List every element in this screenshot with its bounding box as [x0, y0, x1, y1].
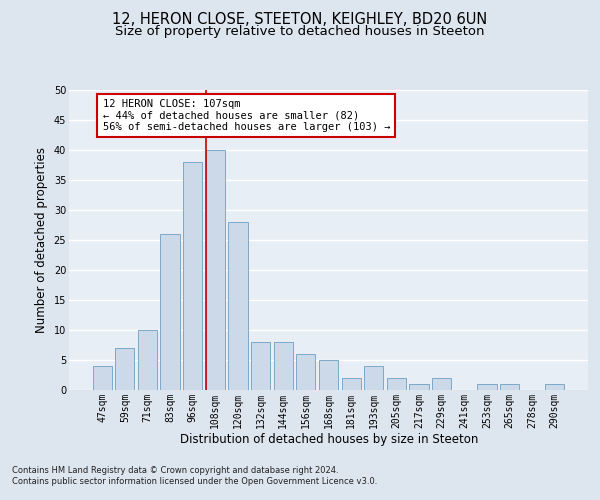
Bar: [319, 360, 338, 390]
Bar: [138, 330, 157, 390]
Bar: [477, 384, 497, 390]
Y-axis label: Number of detached properties: Number of detached properties: [35, 147, 48, 333]
Bar: [92, 366, 112, 390]
Text: 12, HERON CLOSE, STEETON, KEIGHLEY, BD20 6UN: 12, HERON CLOSE, STEETON, KEIGHLEY, BD20…: [112, 12, 488, 28]
Bar: [500, 384, 519, 390]
Bar: [296, 354, 316, 390]
Bar: [387, 378, 406, 390]
Bar: [364, 366, 383, 390]
Bar: [229, 222, 248, 390]
Bar: [115, 348, 134, 390]
Bar: [183, 162, 202, 390]
Bar: [206, 150, 225, 390]
Text: Contains public sector information licensed under the Open Government Licence v3: Contains public sector information licen…: [12, 478, 377, 486]
Text: Contains HM Land Registry data © Crown copyright and database right 2024.: Contains HM Land Registry data © Crown c…: [12, 466, 338, 475]
Bar: [341, 378, 361, 390]
Text: 12 HERON CLOSE: 107sqm
← 44% of detached houses are smaller (82)
56% of semi-det: 12 HERON CLOSE: 107sqm ← 44% of detached…: [103, 99, 390, 132]
Bar: [545, 384, 565, 390]
Text: Distribution of detached houses by size in Steeton: Distribution of detached houses by size …: [179, 432, 478, 446]
Bar: [274, 342, 293, 390]
Text: Size of property relative to detached houses in Steeton: Size of property relative to detached ho…: [115, 25, 485, 38]
Bar: [160, 234, 180, 390]
Bar: [409, 384, 428, 390]
Bar: [251, 342, 270, 390]
Bar: [432, 378, 451, 390]
